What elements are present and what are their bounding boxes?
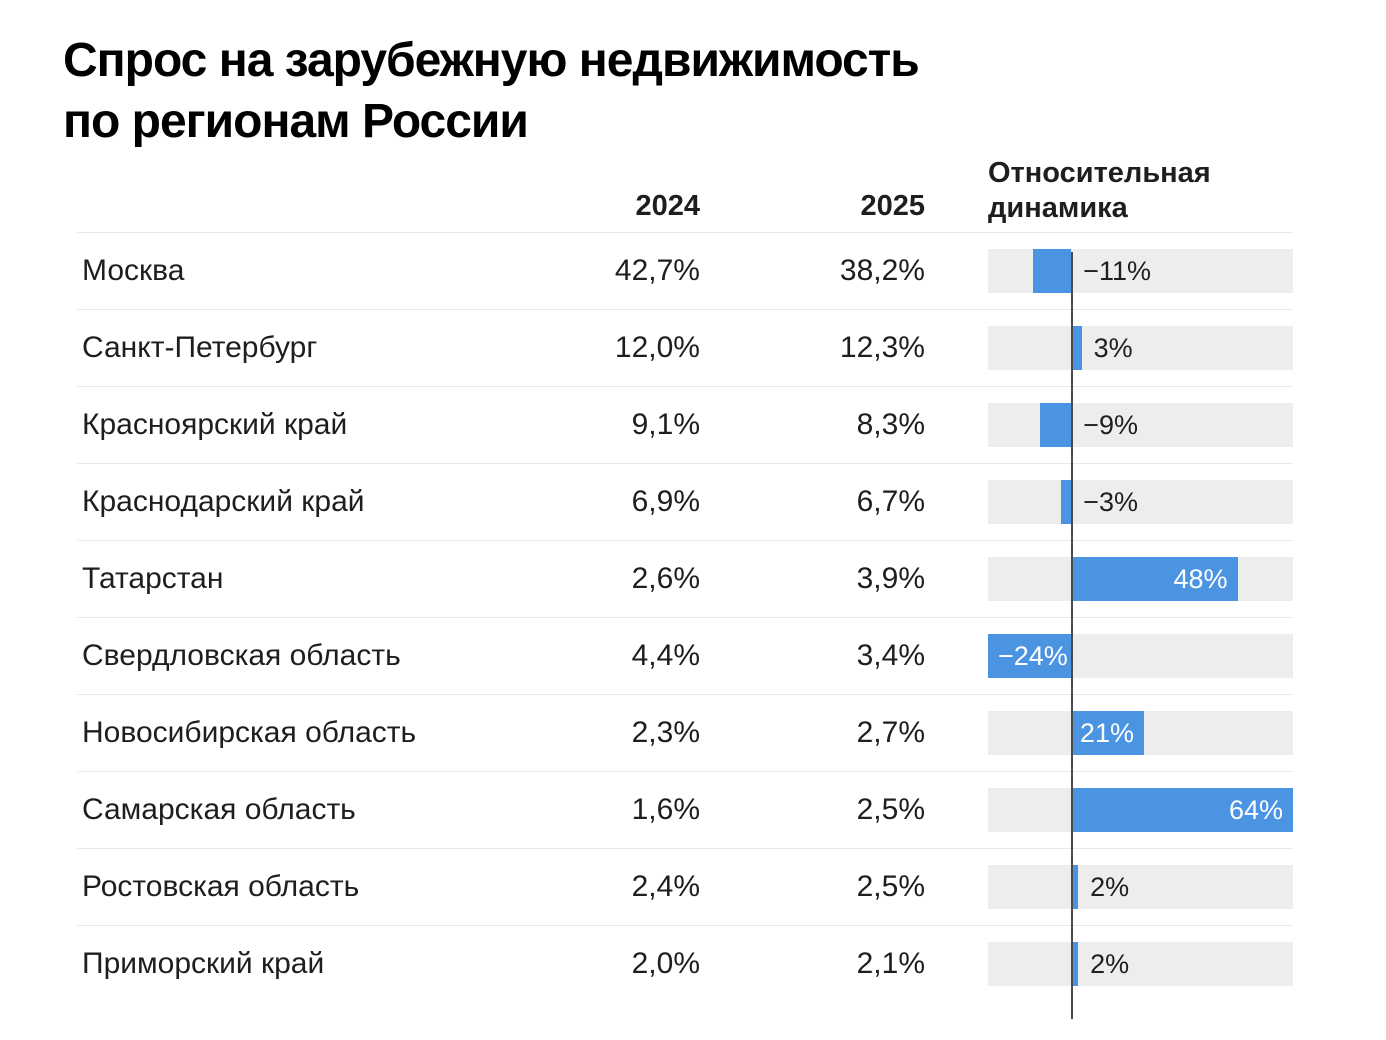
table-row: Самарская область 1,6% 2,5% 64% <box>77 771 1293 848</box>
page-title: Спрос на зарубежную недвижимость по реги… <box>63 30 1386 152</box>
value-2025: 3,4% <box>856 639 925 672</box>
change-value-label: 48% <box>1173 563 1228 594</box>
value-2025: 6,7% <box>856 485 925 518</box>
page-title-line2: по регионам России <box>63 95 529 148</box>
value-2024: 12,0% <box>614 331 700 364</box>
change-bar-cell: 2% <box>988 849 1293 925</box>
change-bar <box>1060 480 1072 524</box>
change-bar-cell: −9% <box>988 387 1293 463</box>
bar-track: 2% <box>988 865 1293 909</box>
value-2025: 3,9% <box>856 562 925 595</box>
bar-track: −24% <box>988 634 1293 678</box>
change-value-label: 21% <box>1079 717 1134 748</box>
change-bar-cell: 2% <box>988 926 1293 1002</box>
table-row: Татарстан 2,6% 3,9% 48% <box>77 540 1293 617</box>
region-label: Татарстан <box>82 562 224 595</box>
change-bar <box>1071 557 1238 601</box>
table-body: Москва 42,7% 38,2% −11% Санкт-Петербург … <box>77 232 1293 1019</box>
value-2025: 2,5% <box>856 793 925 826</box>
region-label: Новосибирская область <box>82 716 417 749</box>
bar-track: 48% <box>988 557 1293 601</box>
change-bar-cell: 3% <box>988 310 1293 386</box>
change-value-label: 3% <box>1093 332 1133 363</box>
column-header-dynamics: Относительная динамика <box>988 156 1293 232</box>
value-2025: 8,3% <box>856 408 925 441</box>
value-2024: 6,9% <box>631 485 700 518</box>
change-bar <box>1071 711 1144 755</box>
bar-track: 2% <box>988 942 1293 986</box>
change-bar-cell: 48% <box>988 541 1293 617</box>
value-2024: 2,0% <box>631 947 700 980</box>
table-row: Краснодарский край 6,9% 6,7% −3% <box>77 463 1293 540</box>
change-bar <box>1071 788 1293 832</box>
change-bar-cell: −24% <box>988 618 1293 694</box>
change-bar-cell: 21% <box>988 695 1293 771</box>
region-label: Краснодарский край <box>82 485 365 518</box>
column-header-2025: 2025 <box>860 190 925 222</box>
infographic-page: Спрос на зарубежную недвижимость по реги… <box>0 30 1386 1040</box>
table-row: Москва 42,7% 38,2% −11% <box>77 232 1293 309</box>
change-bar <box>988 634 1072 678</box>
change-value-label: 64% <box>1228 794 1283 825</box>
value-2024: 4,4% <box>631 639 700 672</box>
value-2025: 12,3% <box>839 331 925 364</box>
value-2025: 2,1% <box>856 947 925 980</box>
change-bar-cell: 64% <box>988 772 1293 848</box>
table-row: Приморский край 2,0% 2,1% 2% <box>77 925 1293 1002</box>
value-2024: 42,7% <box>614 254 700 287</box>
table-row: Красноярский край 9,1% 8,3% −9% <box>77 386 1293 463</box>
value-2025: 38,2% <box>839 254 925 287</box>
value-2024: 1,6% <box>631 793 700 826</box>
change-bar <box>1071 326 1082 370</box>
bar-track: 3% <box>988 326 1293 370</box>
region-label: Москва <box>82 254 185 287</box>
column-header-dynamics-line2: динамика <box>988 192 1128 224</box>
value-2025: 2,7% <box>856 716 925 749</box>
region-label: Красноярский край <box>82 408 348 441</box>
bar-track: −9% <box>988 403 1293 447</box>
table-row: Новосибирская область 2,3% 2,7% 21% <box>77 694 1293 771</box>
region-label: Свердловская область <box>82 639 401 672</box>
region-label: Санкт-Петербург <box>82 331 318 364</box>
page-title-line1: Спрос на зарубежную недвижимость <box>63 34 920 87</box>
bar-track: −3% <box>988 480 1293 524</box>
table-row: Свердловская область 4,4% 3,4% −24% <box>77 617 1293 694</box>
bar-track: 64% <box>988 788 1293 832</box>
change-value-label: 2% <box>1090 948 1130 979</box>
value-2024: 2,4% <box>631 870 700 903</box>
change-bar <box>1071 942 1079 986</box>
region-label: Самарская область <box>82 793 356 826</box>
value-2025: 2,5% <box>856 870 925 903</box>
change-value-label: −3% <box>1083 486 1138 517</box>
change-bar-cell: −11% <box>988 233 1293 309</box>
change-bar-cell: −3% <box>988 464 1293 540</box>
table-header: 2024 2025 Относительная динамика <box>82 152 1293 232</box>
change-bar <box>1033 249 1072 293</box>
change-bar <box>1071 865 1079 909</box>
zero-baseline-line <box>1071 252 1074 1019</box>
table-row: Ростовская область 2,4% 2,5% 2% <box>77 848 1293 925</box>
region-label: Приморский край <box>82 947 325 980</box>
change-bar <box>1039 403 1072 447</box>
region-label: Ростовская область <box>82 870 360 903</box>
change-value-label: −11% <box>1083 255 1151 286</box>
bar-track: −11% <box>988 249 1293 293</box>
value-2024: 2,6% <box>631 562 700 595</box>
value-2024: 9,1% <box>631 408 700 441</box>
bar-track: 21% <box>988 711 1293 755</box>
column-header-2024: 2024 <box>635 190 700 222</box>
value-2024: 2,3% <box>631 716 700 749</box>
column-header-dynamics-line1: Относительная <box>988 157 1211 189</box>
change-value-label: −24% <box>998 640 1068 671</box>
table-row: Санкт-Петербург 12,0% 12,3% 3% <box>77 309 1293 386</box>
change-value-label: −9% <box>1083 409 1138 440</box>
change-value-label: 2% <box>1090 871 1130 902</box>
